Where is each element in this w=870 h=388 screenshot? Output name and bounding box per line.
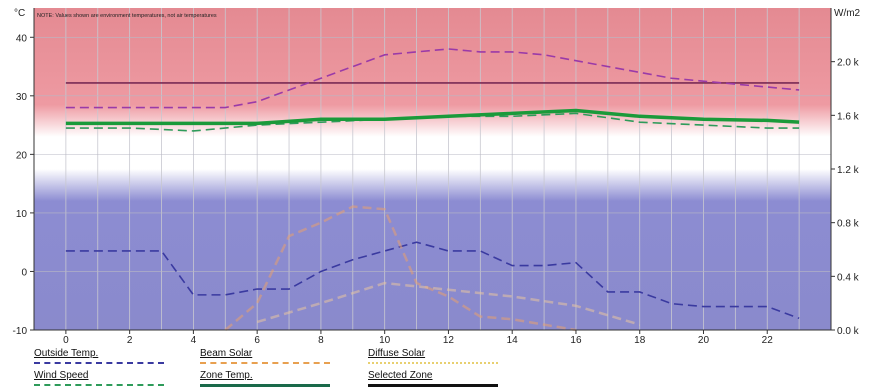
x-tick-label: 10 (379, 335, 391, 344)
x-tick-label: 20 (698, 335, 710, 344)
y-right-tick-label: 0.0 k (837, 326, 860, 337)
series-zone-temp (65, 108, 800, 126)
legend-item: Beam Solar (200, 348, 252, 359)
legend-swatch (34, 384, 164, 386)
x-tick-label: 2 (127, 335, 133, 344)
series-lines (65, 48, 800, 332)
chart: 0 2 4 6 8 10 12 14 16 18 20 22 -10 0 10 20 30 40 0.0 k 0.4 … (13, 8, 861, 344)
y-left-unit: °C (14, 8, 25, 19)
legend-swatch (200, 362, 330, 364)
legend-swatch (368, 384, 498, 387)
legend-item: Zone Temp. (200, 370, 253, 381)
y-left-tick-label: 30 (16, 92, 28, 103)
x-tick-label: 6 (254, 335, 260, 344)
y-right-tick-label: 0.4 k (837, 272, 860, 283)
legend-item: Wind Speed (34, 370, 88, 381)
series-beam-solar (224, 205, 577, 332)
legend-label: Wind Speed (34, 370, 89, 381)
plot-background (34, 8, 831, 330)
x-tick-label: 22 (762, 335, 774, 344)
series-outside-temp (65, 241, 800, 320)
x-tick-label: 0 (63, 335, 69, 344)
x-tick-label: 18 (634, 335, 646, 344)
legend-label: Diffuse Solar (368, 348, 426, 359)
legend-label: Zone Temp. (200, 370, 253, 381)
x-tick-label: 14 (507, 335, 519, 344)
axes: 0 2 4 6 8 10 12 14 16 18 20 22 -10 0 10 20 30 40 0.0 k 0.4 … (13, 8, 860, 344)
x-tick-label: 12 (443, 335, 455, 344)
x-tick-label: 8 (318, 335, 324, 344)
legend-label: Outside Temp. (34, 348, 99, 359)
x-tick-label: 4 (191, 335, 197, 344)
legend-item: Diffuse Solar (368, 348, 425, 359)
y-right-tick-label: 1.2 k (837, 165, 860, 176)
y-left-tick-label: 20 (16, 150, 28, 161)
y-right-unit: W/m2 (834, 8, 861, 19)
legend-swatch (200, 384, 330, 387)
x-tick-label: 16 (570, 335, 582, 344)
legend-label: Selected Zone (368, 370, 433, 381)
legend-item: Outside Temp. (34, 348, 98, 359)
y-right-tick-label: 0.8 k (837, 219, 860, 230)
y-left-tick-label: 0 (21, 267, 27, 278)
legend-swatch (368, 362, 498, 364)
legend: Outside Temp. Beam Solar Diffuse Solar Wind… (0, 344, 870, 388)
y-left-tick-label: -10 (13, 326, 28, 337)
legend-item: Selected Zone (368, 370, 433, 381)
chart-note: NOTE: Values shown are environment tempe… (37, 13, 217, 19)
series-inside-environment (65, 48, 800, 109)
y-left-tick-label: 40 (16, 33, 28, 44)
series-diffuse-solar (256, 281, 641, 326)
legend-label: Beam Solar (200, 348, 253, 359)
y-right-tick-label: 2.0 k (837, 58, 860, 69)
y-left-tick-label: 10 (16, 209, 28, 220)
y-right-tick-label: 1.6 k (837, 111, 860, 122)
legend-swatch (34, 362, 164, 364)
